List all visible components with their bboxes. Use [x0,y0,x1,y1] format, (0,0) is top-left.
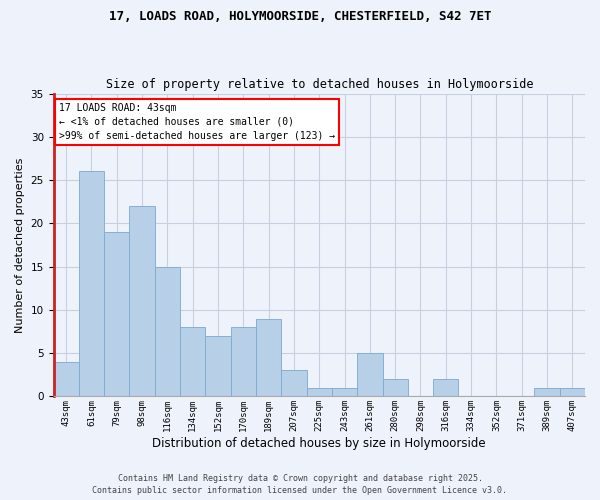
Bar [130,206,155,396]
Bar [535,388,560,396]
Bar [230,327,256,396]
Bar [180,327,205,396]
X-axis label: Distribution of detached houses by size in Holymoorside: Distribution of detached houses by size … [152,437,486,450]
Bar [383,379,408,396]
Y-axis label: Number of detached properties: Number of detached properties [15,158,25,332]
Bar [256,318,281,396]
Bar [281,370,307,396]
Bar [79,172,104,396]
Text: 17, LOADS ROAD, HOLYMOORSIDE, CHESTERFIELD, S42 7ET: 17, LOADS ROAD, HOLYMOORSIDE, CHESTERFIE… [109,10,491,23]
Title: Size of property relative to detached houses in Holymoorside: Size of property relative to detached ho… [106,78,533,91]
Text: Contains HM Land Registry data © Crown copyright and database right 2025.
Contai: Contains HM Land Registry data © Crown c… [92,474,508,495]
Bar [433,379,458,396]
Bar [332,388,357,396]
Bar [155,266,180,396]
Bar [53,362,79,396]
Bar [104,232,130,396]
Bar [560,388,585,396]
Text: 17 LOADS ROAD: 43sqm
← <1% of detached houses are smaller (0)
>99% of semi-detac: 17 LOADS ROAD: 43sqm ← <1% of detached h… [59,102,335,141]
Bar [357,353,383,397]
Bar [205,336,230,396]
Bar [307,388,332,396]
